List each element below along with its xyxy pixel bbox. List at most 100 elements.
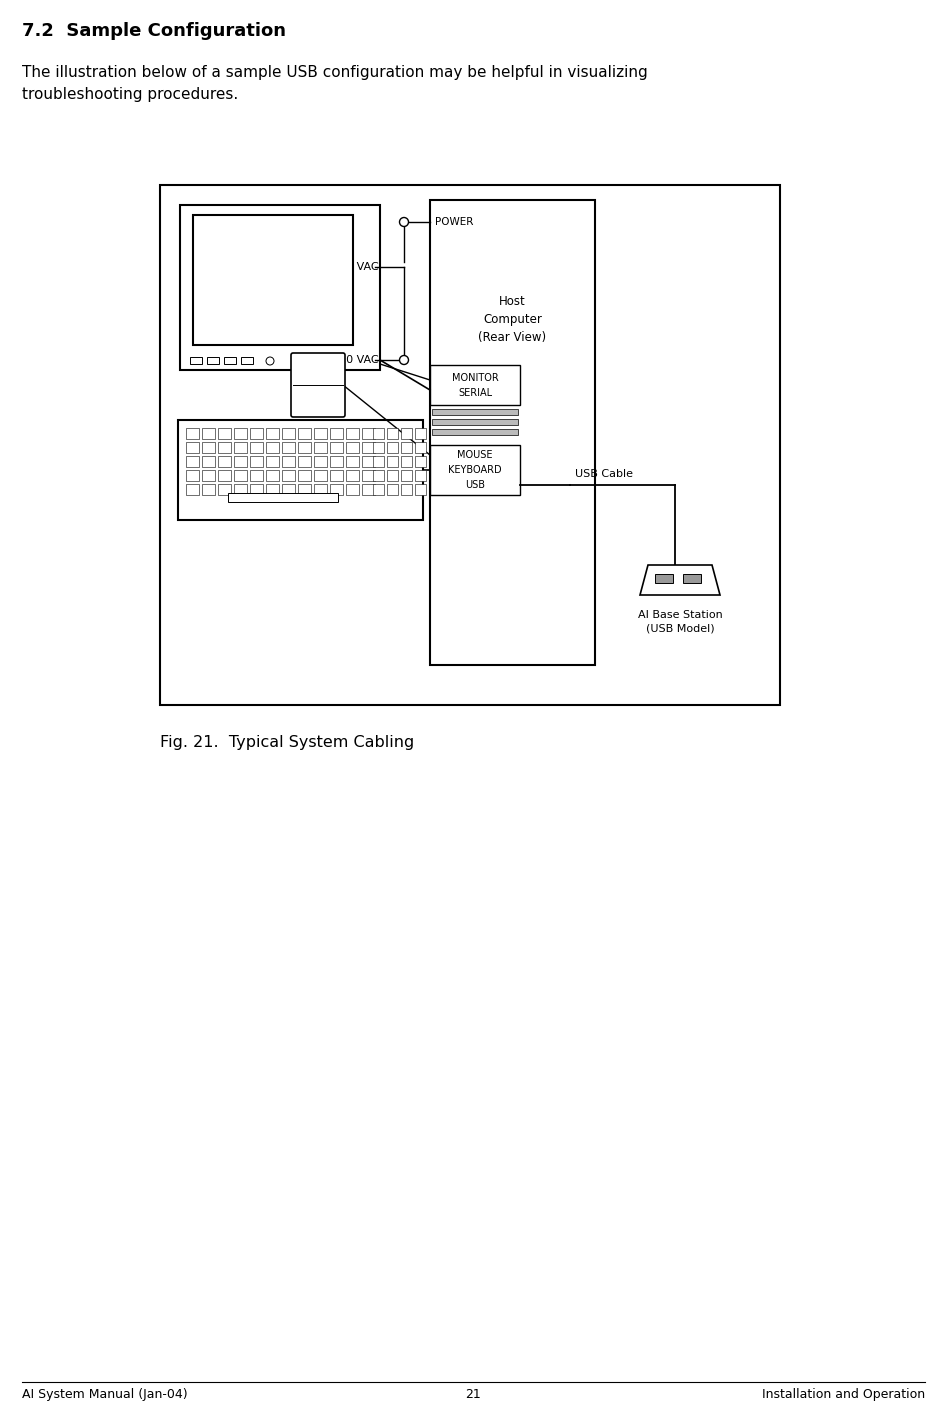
Bar [373, 470, 384, 482]
Bar [282, 470, 295, 482]
Text: 21: 21 [465, 1388, 481, 1401]
Bar [218, 428, 231, 439]
Bar [250, 470, 263, 482]
Bar [432, 408, 518, 415]
Bar [266, 428, 279, 439]
Text: Installation and Operation: Installation and Operation [762, 1388, 925, 1401]
Circle shape [400, 217, 408, 227]
Bar [202, 428, 215, 439]
Bar [415, 484, 426, 496]
Bar [250, 428, 263, 439]
Circle shape [400, 355, 408, 365]
Bar [387, 484, 398, 496]
Bar [415, 470, 426, 482]
Bar [683, 574, 701, 583]
Polygon shape [640, 565, 720, 596]
Bar [234, 428, 247, 439]
Bar [190, 358, 202, 365]
Bar [346, 470, 359, 482]
Bar [655, 574, 673, 583]
Bar [218, 470, 231, 482]
Circle shape [266, 358, 274, 365]
Bar [432, 420, 518, 425]
Bar [346, 428, 359, 439]
Bar [387, 428, 398, 439]
Bar [373, 484, 384, 496]
Bar [218, 484, 231, 496]
Bar [415, 442, 426, 453]
Bar [186, 470, 199, 482]
Bar [298, 428, 311, 439]
Bar [266, 456, 279, 467]
Text: MOUSE: MOUSE [457, 451, 492, 460]
Bar [266, 470, 279, 482]
Bar [186, 428, 199, 439]
Bar [186, 442, 199, 453]
Bar [401, 428, 412, 439]
Bar [282, 442, 295, 453]
Bar [401, 456, 412, 467]
Bar [250, 456, 263, 467]
Bar [401, 470, 412, 482]
Bar [430, 200, 595, 665]
Bar [193, 215, 353, 345]
Bar [234, 442, 247, 453]
Bar [373, 456, 384, 467]
Text: POWER: POWER [435, 217, 474, 227]
Bar [314, 428, 327, 439]
Text: USB: USB [465, 480, 485, 490]
Bar [234, 456, 247, 467]
Bar [218, 456, 231, 467]
Bar [224, 358, 236, 365]
Bar [314, 484, 327, 496]
Bar [346, 484, 359, 496]
Bar [430, 445, 520, 496]
Text: 120 VAC: 120 VAC [331, 262, 378, 272]
Bar [298, 484, 311, 496]
Bar [401, 442, 412, 453]
Bar [330, 484, 343, 496]
Bar [207, 358, 219, 365]
Bar [241, 358, 253, 365]
Bar [330, 456, 343, 467]
Bar [228, 493, 338, 503]
Text: KEYBOARD: KEYBOARD [448, 465, 502, 474]
Bar [314, 442, 327, 453]
Bar [387, 442, 398, 453]
Bar [415, 456, 426, 467]
Bar [298, 456, 311, 467]
Bar [186, 484, 199, 496]
Bar [298, 470, 311, 482]
Bar [373, 442, 384, 453]
Bar [250, 442, 263, 453]
Text: AI System Manual (Jan-04): AI System Manual (Jan-04) [22, 1388, 188, 1401]
Bar [218, 442, 231, 453]
Bar [373, 428, 384, 439]
Bar [186, 456, 199, 467]
Bar [330, 428, 343, 439]
Bar [202, 470, 215, 482]
Text: MONITOR: MONITOR [452, 373, 498, 383]
Bar [202, 484, 215, 496]
Bar [346, 442, 359, 453]
Text: Fig. 21.  Typical System Cabling: Fig. 21. Typical System Cabling [160, 735, 414, 750]
Bar [266, 442, 279, 453]
Text: 7.2  Sample Configuration: 7.2 Sample Configuration [22, 23, 286, 39]
Bar [362, 470, 375, 482]
Bar [234, 470, 247, 482]
Bar [362, 484, 375, 496]
Text: AI Base Station
(USB Model): AI Base Station (USB Model) [637, 610, 723, 634]
Bar [282, 484, 295, 496]
Bar [432, 429, 518, 435]
Bar [314, 470, 327, 482]
Bar [266, 484, 279, 496]
Bar [202, 456, 215, 467]
FancyBboxPatch shape [291, 353, 345, 417]
Bar [160, 184, 780, 705]
Bar [178, 420, 423, 520]
Bar [330, 442, 343, 453]
Bar [250, 484, 263, 496]
Bar [362, 428, 375, 439]
Bar [362, 442, 375, 453]
Bar [282, 456, 295, 467]
